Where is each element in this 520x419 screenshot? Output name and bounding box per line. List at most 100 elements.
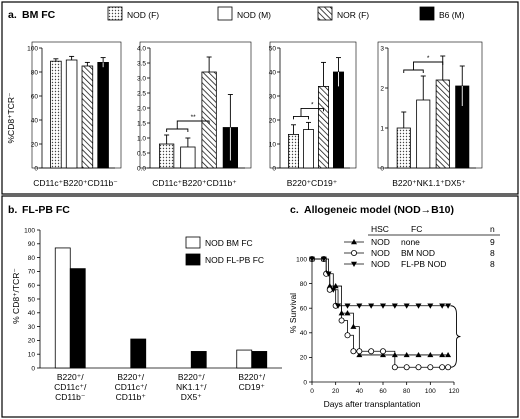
series-marker — [344, 303, 351, 309]
category-label: CD11c⁺/ — [115, 382, 148, 392]
bar — [50, 60, 62, 169]
y-tick-label: 60 — [300, 306, 308, 313]
y-tick-label: 1.5 — [137, 120, 146, 127]
series-marker — [338, 317, 345, 324]
bar — [287, 133, 299, 169]
series-marker — [351, 239, 357, 245]
legend-swatch — [185, 253, 201, 266]
legend-header: FC — [411, 224, 422, 234]
bar — [190, 351, 207, 369]
panel-a-title: BM FC — [22, 9, 56, 21]
series-marker — [403, 351, 410, 358]
series-marker — [368, 303, 375, 309]
legend-label: NOD (F) — [127, 10, 159, 20]
legend-label: NOD BM FC — [205, 238, 253, 248]
y-tick-label: 2.5 — [137, 90, 146, 97]
bar — [97, 62, 109, 169]
series-marker — [439, 351, 446, 358]
x-tick-label: 80 — [403, 388, 411, 395]
panel-a-ylabel: %CD8⁺TCR⁻ — [6, 92, 16, 144]
y-tick-label: 50 — [28, 296, 36, 303]
series-line — [312, 258, 449, 307]
panel-c-xlabel: Days after transplantation — [324, 399, 421, 409]
legend-n: 9 — [490, 237, 495, 247]
significance-label: * — [427, 55, 430, 62]
x-tick-label: 60 — [379, 388, 387, 395]
series-marker — [445, 351, 452, 358]
series-marker — [415, 303, 422, 309]
bar — [180, 146, 196, 169]
y-tick-label: 20 — [269, 117, 277, 124]
category-label: B220⁺/ — [117, 372, 144, 382]
x-tick-label: 20 — [332, 388, 340, 395]
series-marker — [320, 256, 327, 262]
y-tick-label: 100 — [27, 45, 38, 52]
y-tick-label: 30 — [269, 93, 277, 100]
series-marker — [344, 310, 351, 316]
series-marker — [351, 261, 357, 267]
significance-bracket — [403, 61, 444, 73]
panel-a-letter: a. — [8, 9, 17, 21]
bar — [236, 349, 253, 369]
category-label: B220⁺CD19⁺ — [287, 178, 338, 188]
series-marker — [344, 332, 351, 339]
panel-b-ylabel: % CD8⁺/TCR⁻ — [11, 268, 21, 324]
legend-hsc: NOD — [371, 237, 390, 247]
bar — [251, 351, 268, 369]
series-marker — [415, 364, 422, 371]
category-label: CD11c⁺B220⁺CD11b⁻ — [33, 178, 118, 188]
legend-header: HSC — [371, 224, 389, 234]
bar — [81, 65, 94, 169]
series-marker — [391, 364, 398, 371]
bar — [317, 86, 329, 169]
y-tick-label: 0.0 — [137, 165, 146, 172]
y-tick-label: 40 — [269, 69, 277, 76]
bar — [54, 247, 71, 369]
legend-swatch — [107, 6, 123, 21]
panel-c-survival: 0 20 40 60 80 100 0 20 40 60 80 100 120 HSC FC n NOD none… — [296, 224, 500, 395]
series-marker — [332, 283, 339, 289]
significance-bracket — [166, 120, 210, 132]
series-marker — [427, 303, 434, 309]
legend-swatch — [185, 236, 201, 249]
y-tick-label: 2.0 — [137, 105, 146, 112]
category-label: B220⁺/ — [178, 372, 205, 382]
series-marker — [403, 303, 410, 309]
y-tick-label: 1 — [380, 125, 384, 132]
series-marker — [325, 271, 332, 277]
legend-swatch — [419, 6, 435, 21]
y-tick-label: 40 — [31, 117, 39, 124]
y-tick-label: 60 — [28, 283, 36, 290]
panel-a-legend: NOD (F) NOD (M) NOR (F) B6 (M) — [107, 6, 465, 21]
series-marker — [427, 351, 434, 358]
category-label: B220⁺NK1.1⁺DX5⁺ — [392, 178, 466, 188]
y-tick-label: 0 — [380, 165, 384, 172]
category-label: DX5⁺ — [181, 392, 203, 402]
bar — [69, 268, 86, 369]
series-marker — [445, 364, 452, 371]
series-marker — [427, 364, 434, 371]
y-tick-label: 10 — [269, 141, 277, 148]
bar — [396, 127, 411, 169]
y-tick-label: 1.0 — [137, 135, 146, 142]
y-tick-label: 90 — [28, 241, 36, 248]
y-tick-label: 30 — [28, 324, 36, 331]
panel-a-frame — [1, 1, 519, 195]
y-tick-label: 3.5 — [137, 60, 146, 67]
series-marker — [350, 249, 357, 256]
significance-bracket — [293, 107, 324, 120]
legend-label: NOR (F) — [337, 10, 369, 20]
significance-label: * — [311, 101, 314, 108]
y-tick-label: 20 — [31, 141, 39, 148]
y-tick-label: 0 — [272, 165, 276, 172]
legend-label: B6 (M) — [439, 10, 465, 20]
y-tick-label: 0.5 — [137, 150, 146, 157]
bar — [435, 79, 450, 169]
category-label: CD11c⁺/ — [54, 382, 87, 392]
y-tick-label: 3 — [380, 45, 384, 52]
y-tick-label: 80 — [31, 69, 39, 76]
x-tick-label: 120 — [449, 388, 460, 395]
y-tick-label: 4.0 — [137, 45, 146, 52]
significance-brace — [450, 305, 461, 368]
